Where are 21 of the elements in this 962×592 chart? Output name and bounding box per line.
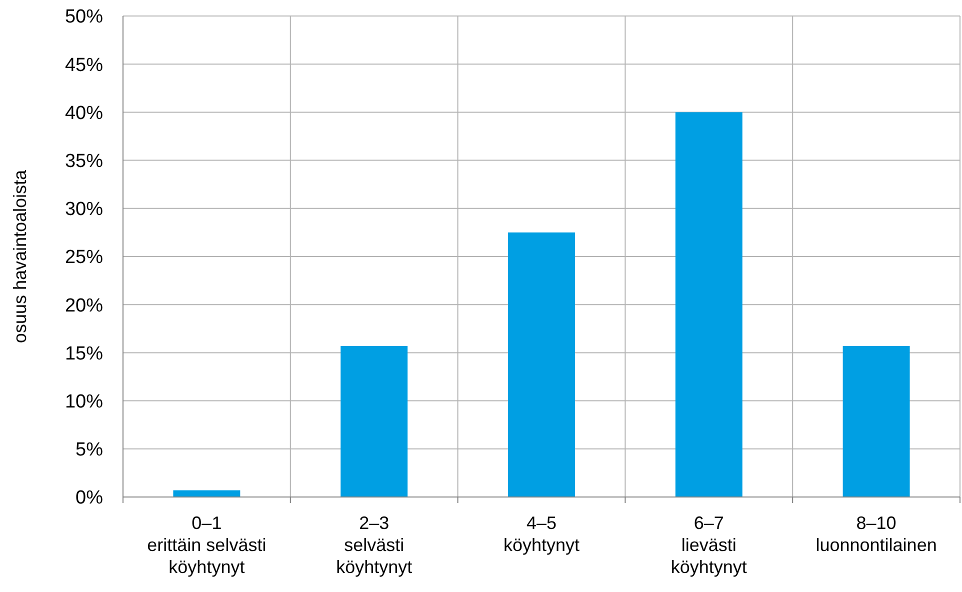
y-tick-label: 10% — [64, 391, 104, 412]
y-axis-title: osuus havaintoaloista — [10, 168, 30, 344]
y-tick-label: 40% — [64, 102, 104, 124]
x-tick-label: 4–5 köyhtynyt — [503, 513, 580, 555]
y-tick-label: 15% — [64, 343, 104, 364]
y-tick-label: 30% — [64, 199, 104, 220]
y-tick-label: 5% — [76, 440, 104, 461]
y-tick-label: 35% — [64, 150, 104, 172]
x-tick-label: 6–7 lievästi köyhtynyt — [670, 513, 747, 577]
x-tick-label: 0–1 erittäin selvästi köyhtynyt — [147, 513, 266, 577]
y-tick-label: 25% — [64, 247, 104, 268]
bar — [842, 346, 910, 497]
y-tick-label: 50% — [64, 6, 104, 28]
y-tick-label: 20% — [64, 295, 104, 316]
bar — [675, 112, 742, 497]
x-tick-label: 2–3 selvästi köyhtynyt — [336, 513, 412, 577]
bar — [508, 232, 575, 497]
y-tick-label: 45% — [64, 54, 104, 76]
x-tick-label: 8–10 luonnontilainen — [816, 513, 937, 555]
y-tick-label: 0% — [76, 488, 104, 509]
bar — [340, 346, 408, 497]
